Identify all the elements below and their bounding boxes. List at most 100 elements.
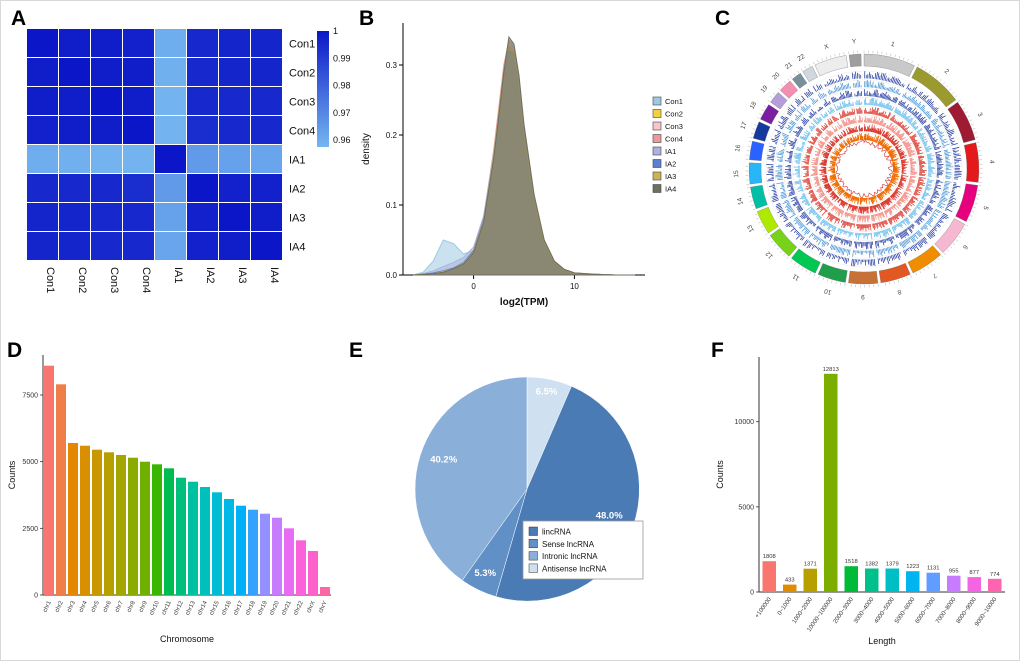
legend-swatch [652, 121, 662, 131]
track-bar [852, 128, 855, 133]
track-bar [821, 209, 828, 216]
track-bar [823, 180, 829, 184]
track-bar [907, 238, 911, 243]
track-bar [867, 206, 869, 214]
track-bar [880, 82, 883, 89]
chromosome-band [791, 248, 821, 274]
track-bar [846, 202, 848, 205]
track-bar [779, 151, 784, 153]
track-bar [838, 247, 842, 253]
track-bar [850, 223, 853, 229]
track-bar [905, 217, 911, 224]
track-bar [804, 92, 809, 98]
track-bar [889, 152, 895, 156]
track-bar [918, 217, 923, 221]
heatmap-cell [27, 174, 58, 202]
track-bar [849, 231, 852, 237]
track-bar [912, 141, 917, 144]
track-bar [790, 189, 795, 192]
track-bar [839, 134, 843, 139]
legend-label: IA1 [665, 147, 676, 156]
track-bar [827, 200, 830, 203]
track-bar [869, 80, 871, 88]
heatmap-cell [27, 232, 58, 260]
track-bar [919, 104, 925, 110]
track-bar [906, 187, 912, 191]
track-bar [884, 115, 886, 118]
scale-tick [955, 239, 959, 242]
track-bar [946, 205, 950, 208]
track-bar [870, 241, 873, 249]
track-bar [802, 141, 806, 144]
track-bar [895, 234, 898, 239]
track-bar [910, 172, 918, 175]
track-bar [888, 208, 893, 214]
track-bar [814, 137, 818, 140]
legend-swatch [528, 563, 538, 573]
track-bar [944, 182, 950, 184]
track-bar [843, 139, 848, 146]
track-bar [892, 205, 895, 209]
track-bar [813, 211, 817, 216]
scale-tick [763, 105, 767, 108]
track-bar [888, 105, 892, 110]
track-bar [829, 192, 836, 198]
track-bar [818, 117, 822, 122]
track-bar [908, 201, 911, 204]
scale-tick [902, 278, 904, 281]
track-bar [811, 102, 814, 105]
track-bar [921, 138, 928, 142]
track-bar [784, 199, 789, 202]
track-bar [852, 119, 854, 124]
bar [824, 373, 838, 592]
track-bar [918, 159, 923, 161]
track-bar [898, 152, 905, 156]
track-bar [897, 201, 901, 205]
track-bar [828, 101, 831, 105]
track-bar [777, 177, 783, 179]
x-category-label: chr21 [281, 600, 293, 617]
track-bar [815, 212, 818, 216]
track-bar [889, 246, 893, 253]
track-bar [896, 213, 899, 217]
track-bar [785, 203, 791, 206]
track-bar [885, 145, 891, 151]
panel-f-length-bar-chart: F 0 5000 10000 1808 +100000 433 0~1000 1371 1000… [707, 337, 1017, 659]
track-bar [904, 142, 910, 147]
track-bar [903, 230, 908, 236]
track-bar [827, 102, 830, 105]
track-bar [891, 97, 895, 102]
track-bar [931, 197, 933, 199]
track-bar [933, 191, 939, 194]
x-category-label: chr5 [90, 600, 101, 614]
track-bar [807, 182, 811, 184]
scale-tick [826, 279, 829, 282]
track-bar [890, 115, 894, 121]
track-bar [878, 122, 880, 125]
track-bar [930, 215, 933, 217]
track-bar [826, 210, 828, 213]
track-bar [821, 197, 828, 202]
track-bar [825, 188, 832, 193]
track-bar [839, 105, 842, 110]
track-bar [841, 135, 844, 138]
track-bar [816, 180, 819, 182]
track-bar [819, 248, 822, 251]
track-bar [873, 134, 877, 142]
track-bar [811, 125, 815, 129]
track-bar [883, 229, 887, 237]
track-bar [931, 118, 938, 124]
track-bar [835, 156, 838, 159]
track-bar [813, 234, 816, 237]
track-bar [878, 140, 882, 145]
track-bar [844, 212, 848, 218]
track-bar [842, 220, 844, 222]
track-bar [820, 113, 825, 119]
track-bar [795, 160, 801, 162]
track-bar [816, 247, 819, 250]
track-bar [801, 196, 807, 200]
track-bar [842, 191, 847, 196]
track-bar [803, 159, 810, 161]
track-bar [838, 137, 841, 140]
scale-tick [793, 73, 796, 76]
